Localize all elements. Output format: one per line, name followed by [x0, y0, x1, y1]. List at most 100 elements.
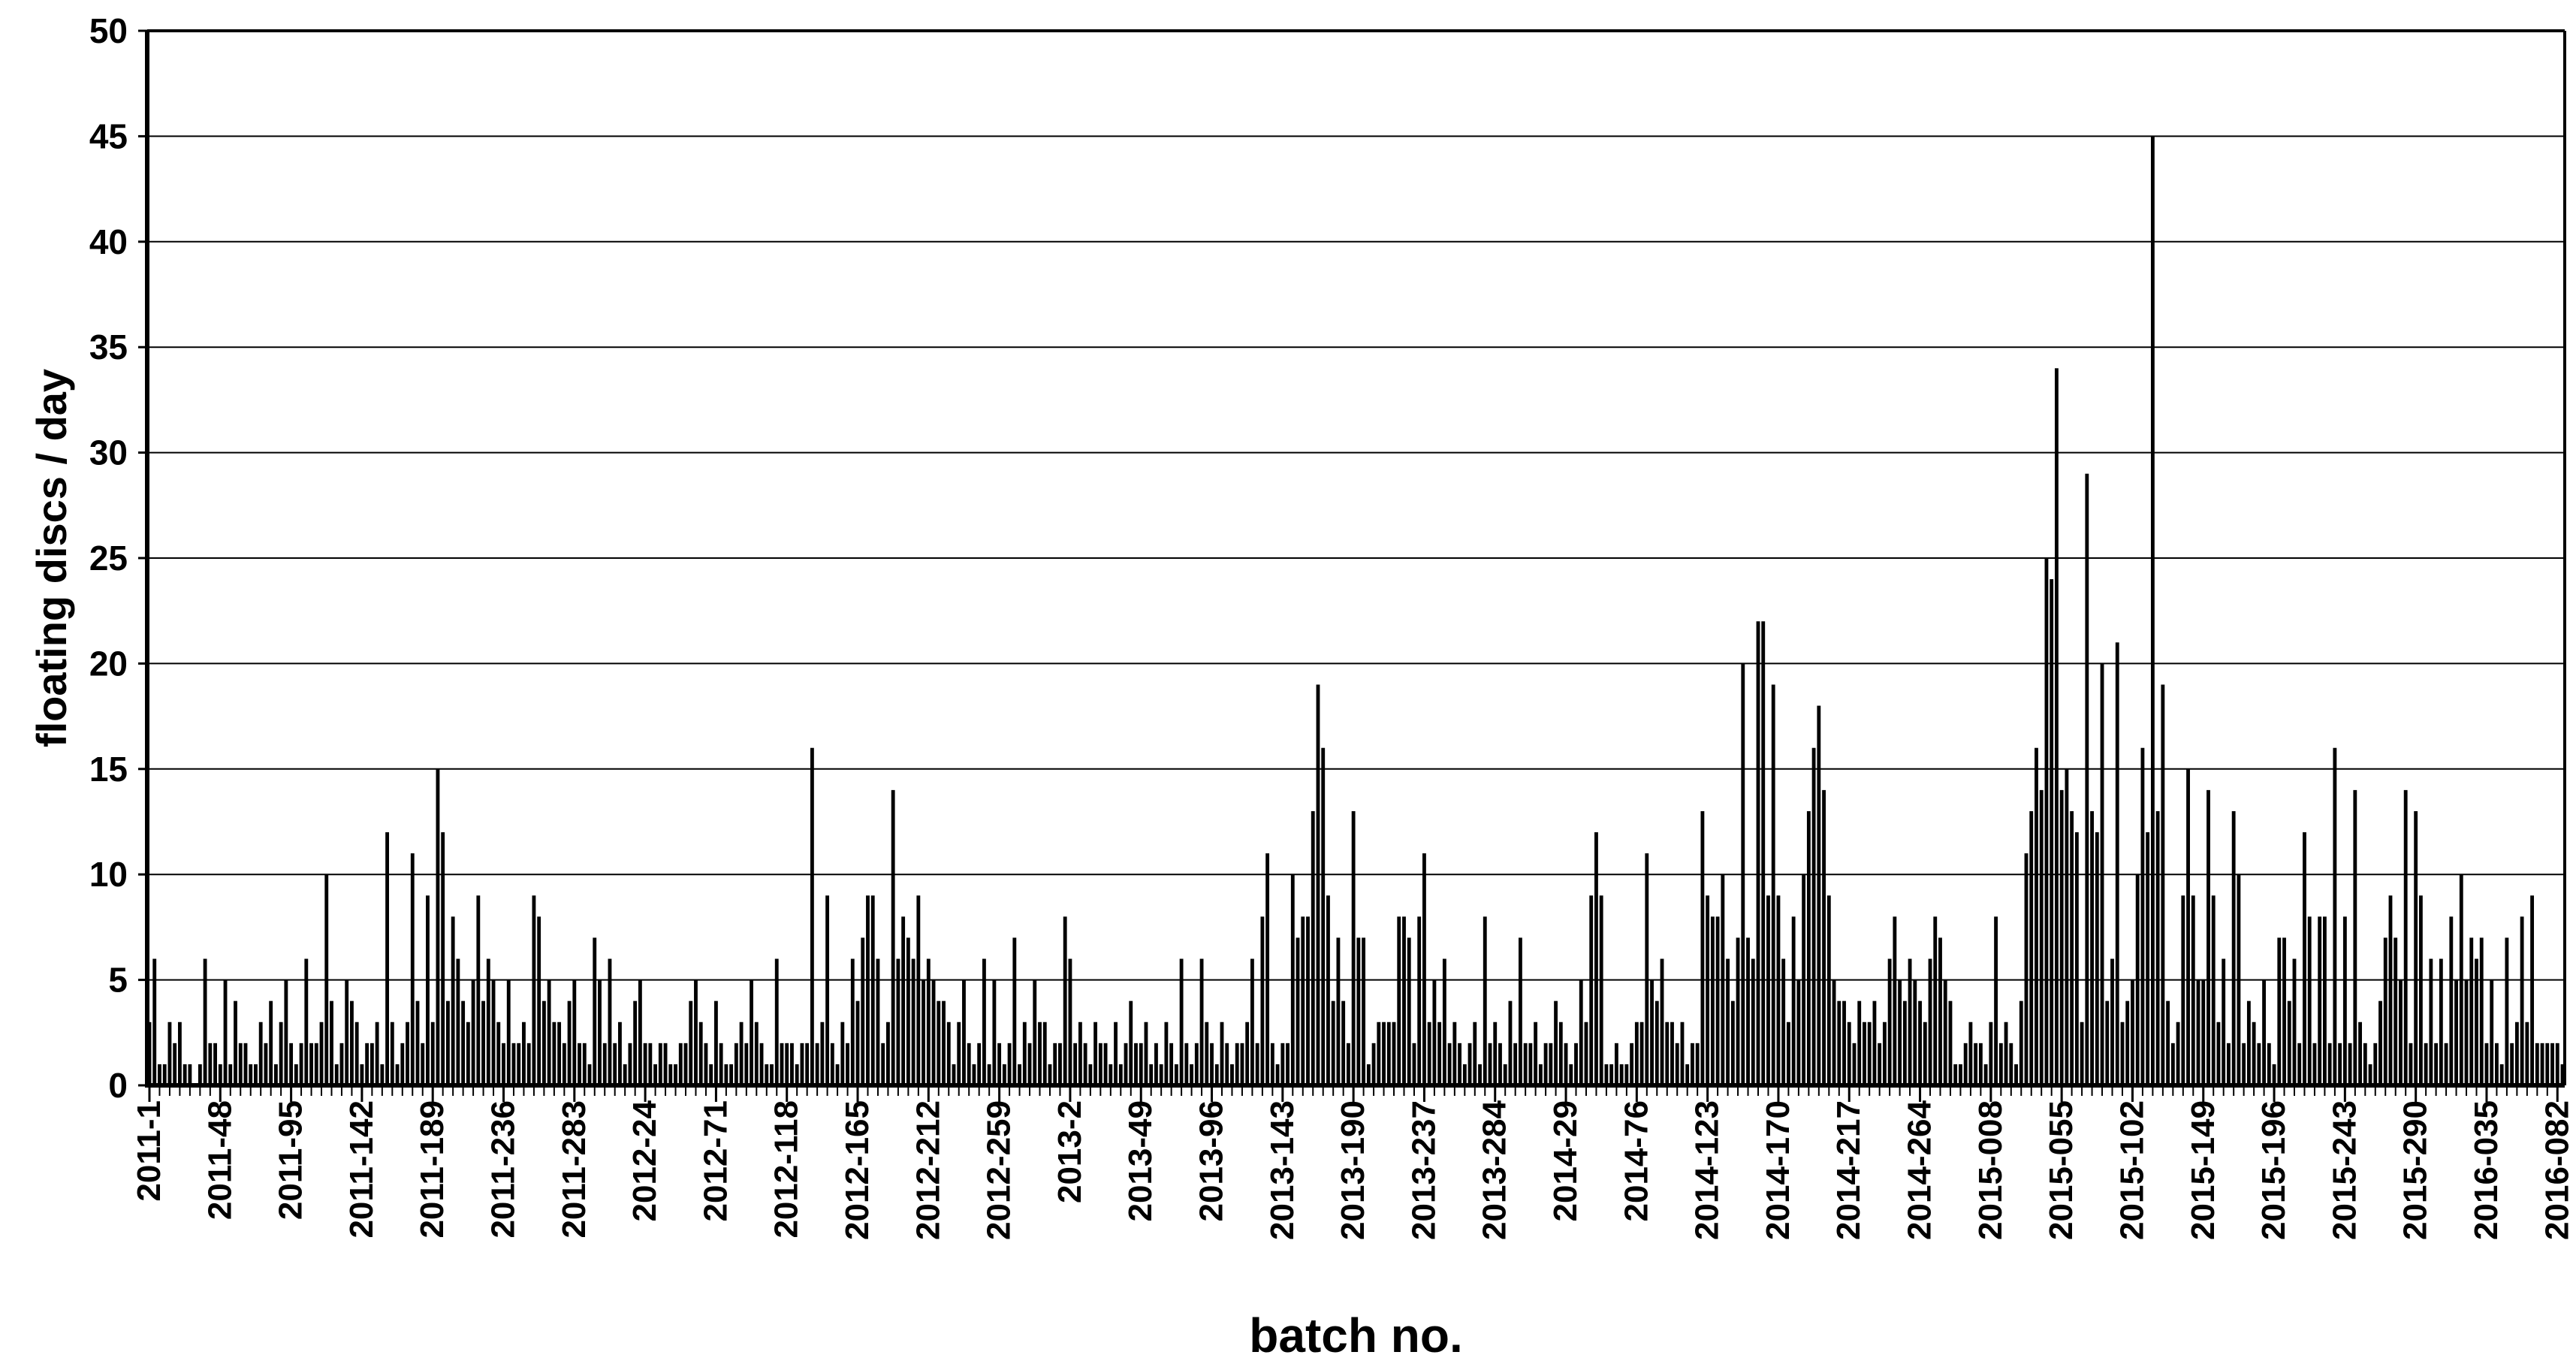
bar: [997, 1043, 1002, 1085]
bar: [1473, 1021, 1477, 1085]
bar: [1154, 1043, 1158, 1085]
bar: [1316, 684, 1320, 1085]
bar: [2257, 1043, 2261, 1085]
bar: [1184, 1043, 1189, 1085]
bar: [1771, 684, 1775, 1085]
bar: [876, 958, 880, 1085]
bar: [334, 1064, 339, 1085]
bar: [2135, 874, 2140, 1085]
bar: [1412, 1043, 1416, 1085]
y-tick-label: 35: [89, 327, 128, 367]
bar: [1791, 916, 1796, 1085]
bar: [790, 1043, 794, 1085]
bar: [2525, 1021, 2529, 1085]
bar: [2272, 1064, 2276, 1085]
bar: [598, 979, 602, 1085]
bar: [481, 1000, 485, 1085]
bar: [1129, 1000, 1133, 1085]
bar: [2080, 1021, 2084, 1085]
x-axis-title: batch no.: [1249, 1308, 1462, 1362]
bar: [1882, 1021, 1887, 1085]
bar: [1214, 1064, 1219, 1085]
bar: [1594, 832, 1598, 1085]
bar: [1604, 1064, 1609, 1085]
bar: [1842, 1000, 1846, 1085]
bar: [1756, 621, 1760, 1085]
bar: [1306, 916, 1310, 1085]
bar: [780, 1043, 784, 1085]
bar: [1943, 979, 1947, 1085]
bar: [1038, 1021, 1042, 1085]
x-tick-label: 2015-055: [2043, 1100, 2080, 1240]
bar: [1634, 1021, 1639, 1085]
bar: [628, 1043, 632, 1085]
bar: [2125, 1000, 2130, 1085]
bar: [1675, 1043, 1679, 1085]
bar: [1953, 1064, 1958, 1085]
bar: [1503, 1064, 1507, 1085]
bar: [1538, 1064, 1543, 1085]
bar: [765, 1064, 769, 1085]
bar: [1210, 1043, 1214, 1085]
bar: [2019, 1000, 2023, 1085]
bar: [2181, 895, 2185, 1085]
bar: [2348, 1043, 2352, 1085]
bar: [2475, 958, 2478, 1085]
bar: [1938, 937, 1942, 1085]
bar: [2100, 663, 2104, 1085]
bar: [319, 1021, 324, 1085]
bar: [2490, 979, 2494, 1085]
bar: [1913, 979, 1917, 1085]
bar: [698, 1021, 703, 1085]
bar: [2353, 789, 2357, 1085]
bar: [2495, 1043, 2499, 1085]
bar: [299, 1043, 303, 1085]
bar: [713, 1000, 718, 1085]
bar: [1998, 1043, 2003, 1085]
bar: [476, 895, 481, 1085]
bar: [1002, 1064, 1006, 1085]
bar: [1078, 1021, 1082, 1085]
bar: [2373, 1043, 2378, 1085]
bar: [1523, 1043, 1528, 1085]
bar: [1164, 1021, 1169, 1085]
bar: [1639, 1021, 1644, 1085]
bar: [2333, 747, 2337, 1085]
bar: [1923, 1021, 1927, 1085]
x-tick-label: 2015-008: [1972, 1100, 2009, 1240]
bar: [1959, 1064, 1962, 1085]
bar: [1048, 1064, 1052, 1085]
bar: [830, 1043, 834, 1085]
bar: [957, 1021, 961, 1085]
x-tick-label: 2016-082: [2538, 1100, 2575, 1240]
bar: [395, 1064, 400, 1085]
bar: [1134, 1043, 1138, 1085]
bar: [1918, 1000, 1922, 1085]
bar: [2201, 979, 2206, 1085]
x-tick-label: 2011-189: [414, 1100, 451, 1239]
bar: [1786, 1021, 1790, 1085]
bar: [1963, 1043, 1968, 1085]
bar: [866, 895, 870, 1085]
bar: [1741, 663, 1745, 1085]
bar: [1650, 979, 1654, 1085]
x-tick-label: 2013-143: [1264, 1100, 1301, 1240]
bar: [273, 1064, 278, 1085]
bar: [1715, 916, 1720, 1085]
y-tick-label: 10: [89, 855, 128, 894]
bar: [339, 1043, 344, 1085]
bar: [1498, 1043, 1502, 1085]
bar: [977, 1043, 982, 1085]
bar: [946, 1021, 951, 1085]
bar: [1493, 1021, 1498, 1085]
bar: [2292, 958, 2297, 1085]
x-tick-label: 2012-118: [768, 1100, 805, 1239]
bar: [441, 832, 445, 1085]
bar: [1902, 1000, 1907, 1085]
x-tick-label: 2011-142: [343, 1100, 380, 1239]
bar: [901, 916, 906, 1085]
bar: [1822, 789, 1826, 1085]
bar: [800, 1043, 804, 1085]
x-tick-label: 2011-48: [201, 1100, 238, 1220]
